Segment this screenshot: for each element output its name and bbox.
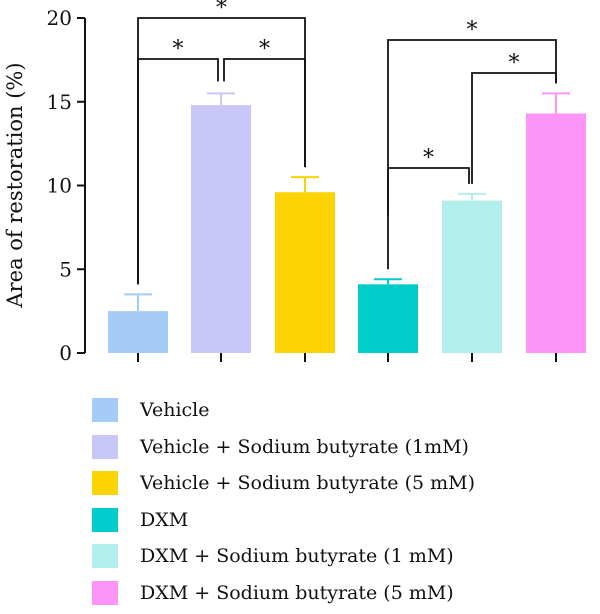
legend-swatch	[92, 471, 118, 496]
significance-star: *	[173, 37, 184, 62]
legend-item: DXM	[92, 502, 592, 539]
bar	[275, 192, 335, 353]
significance-bracket	[387, 39, 557, 216]
significance-star: *	[467, 18, 478, 43]
bar	[108, 311, 168, 353]
legend-item: DXM + Sodium butyrate (5 mM)	[92, 575, 592, 612]
significance-bracket	[223, 58, 306, 168]
significance-star: *	[216, 0, 227, 21]
significance-star: *	[509, 51, 520, 76]
legend-label: DXM + Sodium butyrate (5 mM)	[140, 581, 454, 604]
y-tick-label: 0	[59, 341, 72, 365]
legend: Vehicle Vehicle + Sodium butyrate (1mM) Ve…	[92, 392, 592, 611]
legend-item: Vehicle + Sodium butyrate (5 mM)	[92, 465, 592, 502]
legend-swatch	[92, 434, 118, 459]
significance-star: *	[259, 37, 270, 62]
bar	[358, 284, 418, 353]
significance-star: *	[423, 146, 434, 171]
legend-label: DXM + Sodium butyrate (1 mM)	[140, 545, 454, 568]
legend-swatch	[92, 507, 118, 532]
legend-item: DXM + Sodium butyrate (1 mM)	[92, 538, 592, 575]
bar-chart: 0 5 10 15 20 Area of restoration (%) * * * * * *	[3, 0, 586, 365]
legend-swatch	[92, 398, 118, 423]
bar	[442, 200, 502, 353]
legend-label: Vehicle	[140, 399, 210, 422]
y-tick-label: 15	[47, 90, 72, 114]
y-axis-title: Area of restoration (%)	[3, 62, 27, 308]
bar	[191, 105, 251, 353]
y-tick-label: 20	[47, 6, 72, 30]
legend-swatch	[92, 580, 118, 605]
legend-label: Vehicle + Sodium butyrate (1mM)	[140, 435, 469, 458]
legend-item: Vehicle + Sodium butyrate (1mM)	[92, 429, 592, 466]
y-tick-label: 10	[47, 174, 72, 198]
y-tick-label: 5	[59, 257, 72, 281]
bars	[108, 92, 586, 362]
legend-swatch	[92, 544, 118, 569]
legend-item: Vehicle	[92, 392, 592, 429]
bar	[526, 113, 586, 353]
significance-bracket	[387, 167, 470, 270]
legend-label: Vehicle + Sodium butyrate (5 mM)	[140, 472, 476, 495]
legend-label: DXM	[140, 508, 189, 531]
y-axis: 0 5 10 15 20	[47, 6, 86, 365]
significance-bracket	[471, 72, 557, 184]
significance-brackets: * * * * * *	[137, 0, 557, 285]
significance-bracket	[137, 58, 219, 285]
